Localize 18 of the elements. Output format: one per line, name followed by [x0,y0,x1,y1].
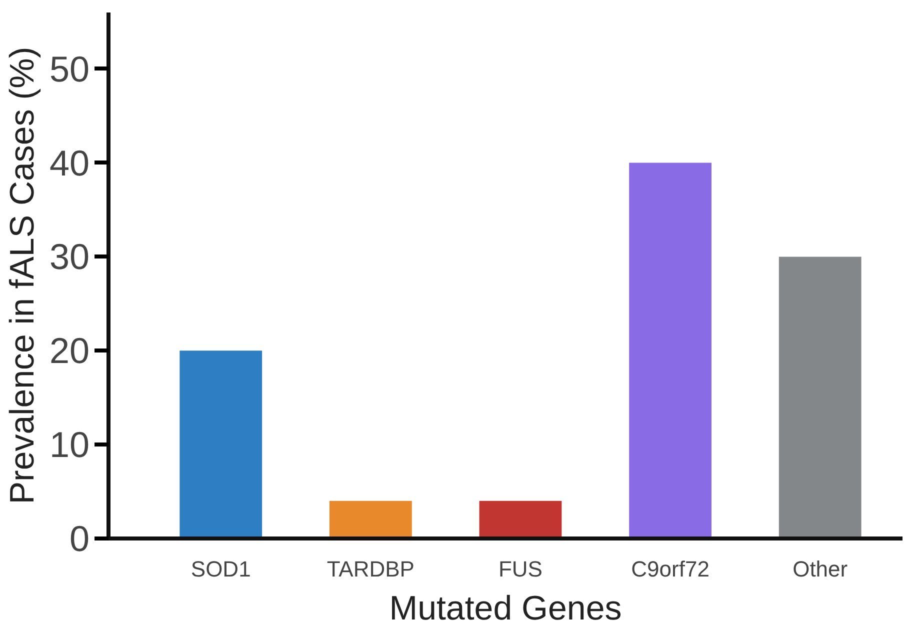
y-tick-label: 50 [49,48,90,90]
y-tick-label: 40 [49,142,90,184]
y-tick-label: 30 [49,236,90,278]
bar [479,500,562,538]
bar [778,256,862,538]
x-axis-title: Mutated Genes [389,590,622,628]
x-tick-label: SOD1 [190,556,251,582]
y-tick-label: 20 [49,330,90,372]
x-tick-label: Other [792,556,848,582]
y-tick-label: 10 [49,424,90,466]
bar [329,500,412,538]
y-tick-label: 0 [69,518,90,559]
x-tick-label: TARDBP [326,556,414,582]
x-tick-label: FUS [498,556,542,582]
y-axis-title: Prevalence in fALS Cases (%) [3,46,42,504]
bar [629,162,712,538]
x-tick-label: C9orf72 [631,556,710,582]
bar [180,350,262,538]
